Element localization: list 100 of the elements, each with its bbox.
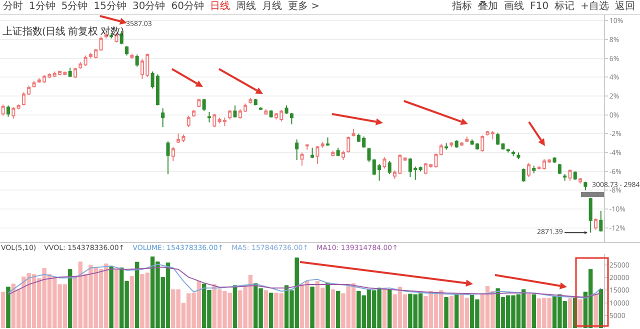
- candlestick: [320, 142, 324, 148]
- bar: [6, 286, 10, 328]
- candlestick: [444, 142, 448, 150]
- candlestick: [352, 128, 356, 138]
- bar: [232, 285, 238, 328]
- text: 30分钟: [132, 1, 166, 12]
- text: 更多 >: [288, 1, 320, 12]
- candlestick: [171, 146, 175, 162]
- candlestick: [264, 108, 268, 116]
- candlestick: [588, 197, 592, 234]
- candlestick: [212, 113, 216, 128]
- candlestick: [290, 112, 294, 125]
- candlestick: [341, 150, 345, 161]
- bar: [454, 294, 459, 328]
- bar: [388, 289, 392, 328]
- candlestick: [465, 136, 469, 143]
- candlestick: [192, 110, 196, 118]
- candlestick: [248, 97, 252, 104]
- text: 返回: [615, 1, 635, 12]
- candlestick: [403, 156, 407, 162]
- candlestick: [284, 104, 288, 114]
- bar: [594, 294, 598, 328]
- candlestick: [233, 104, 237, 118]
- bar: [68, 269, 72, 328]
- bar: [598, 288, 604, 328]
- candlestick: [480, 135, 484, 152]
- bar: [526, 294, 531, 328]
- candlestick: [552, 156, 556, 164]
- bar: [336, 291, 340, 328]
- candlestick: [305, 144, 309, 150]
- candlestick: [84, 55, 88, 66]
- text: 指标: [452, 1, 472, 12]
- bar: [330, 289, 336, 328]
- candlestick: [516, 152, 520, 160]
- candlestick: [161, 108, 165, 128]
- bar: [578, 299, 582, 328]
- candlestick: [202, 98, 206, 112]
- candlestick: [584, 181, 588, 191]
- candlestick: [125, 46, 129, 56]
- bar: [382, 288, 387, 328]
- text: 15分钟: [94, 1, 126, 12]
- bar: [114, 269, 119, 328]
- bar: [532, 294, 536, 328]
- candlestick: [166, 140, 170, 175]
- text: 5分钟: [61, 1, 88, 12]
- bar: [0, 292, 6, 328]
- candlestick: [326, 136, 330, 146]
- candlestick: [460, 142, 464, 146]
- candlestick: [32, 80, 36, 88]
- candlestick: [346, 136, 350, 154]
- candlestick: [269, 110, 273, 118]
- bar: [109, 266, 114, 328]
- candlestick: [331, 150, 335, 157]
- candlestick: [336, 147, 340, 157]
- candlestick: [6, 104, 10, 118]
- candlestick: [16, 104, 20, 110]
- candlestick: [310, 147, 314, 159]
- candlestick: [68, 67, 72, 78]
- candlestick: [527, 162, 531, 178]
- candlestick: [454, 140, 458, 148]
- candlestick: [135, 54, 139, 68]
- candlestick: [599, 210, 603, 232]
- candlestick: [578, 177, 582, 184]
- candlestick: [254, 98, 258, 106]
- candlestick: [512, 150, 516, 157]
- candlestick: [532, 165, 536, 174]
- candlestick: [594, 218, 598, 230]
- candlestick: [382, 156, 386, 170]
- text: 日线: [210, 1, 230, 12]
- candlestick: [197, 98, 201, 108]
- candlestick: [295, 138, 299, 161]
- candlestick: [130, 53, 134, 60]
- candlestick: [418, 166, 422, 172]
- candlestick: [207, 112, 211, 123]
- text: +自选: [580, 1, 609, 12]
- candlestick: [450, 142, 454, 148]
- candlestick: [573, 170, 577, 180]
- text: 周线: [236, 1, 256, 12]
- bar: [310, 286, 314, 328]
- bar: [264, 290, 268, 328]
- text: 标记: [554, 1, 575, 12]
- candlestick: [99, 36, 103, 52]
- bar: [444, 297, 448, 328]
- bar: [568, 298, 572, 328]
- candlestick: [300, 152, 304, 166]
- candlestick: [228, 110, 232, 120]
- text: 画线: [504, 1, 524, 12]
- text: 叠加: [478, 1, 498, 12]
- candlestick: [388, 160, 392, 175]
- text: 60分钟: [171, 1, 204, 12]
- text: 1分钟: [29, 1, 56, 12]
- text: 月线: [262, 1, 282, 12]
- candlestick: [522, 168, 526, 182]
- bar: [268, 292, 274, 328]
- candlestick: [12, 106, 16, 120]
- candlestick: [563, 174, 567, 182]
- text: 上证指数(日线 前复权 对数): [2, 23, 124, 38]
- bar: [326, 282, 330, 328]
- bar: [449, 296, 454, 328]
- candlestick: [186, 115, 190, 128]
